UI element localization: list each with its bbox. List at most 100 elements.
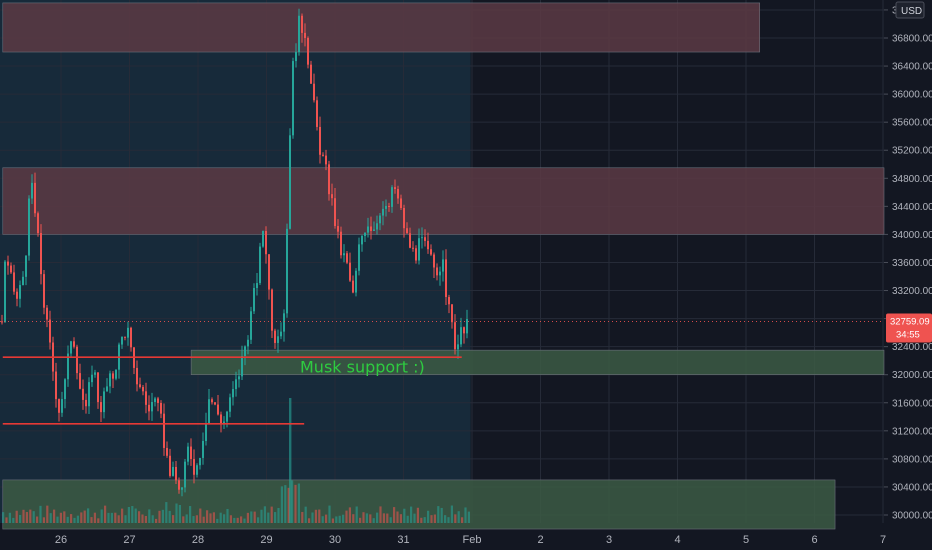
volume-bar xyxy=(182,516,185,523)
zones xyxy=(2,2,885,530)
candle-body xyxy=(280,331,282,337)
candle-body xyxy=(268,254,270,290)
volume-bar xyxy=(260,509,263,523)
candle-body xyxy=(28,198,30,256)
support-zone-musk xyxy=(190,349,885,376)
currency-label[interactable]: USD xyxy=(901,6,922,17)
price-badge-value: 32759.09 xyxy=(890,316,930,327)
volume-bar xyxy=(355,506,358,523)
volume-bar xyxy=(76,515,79,523)
price-badge-background xyxy=(886,313,932,343)
candle-body xyxy=(301,15,303,33)
candle-body xyxy=(1,321,3,323)
volume-bar xyxy=(12,517,15,523)
candle-body xyxy=(454,322,456,350)
candle-body xyxy=(373,229,375,231)
candle-body xyxy=(136,367,138,385)
volume-bar xyxy=(396,511,399,523)
candle-body xyxy=(175,466,177,481)
volume-bar xyxy=(427,510,430,523)
y-tick-label: 33200.00 xyxy=(892,286,932,297)
candle-body xyxy=(232,389,234,398)
candle-body xyxy=(433,254,435,268)
volume-bar xyxy=(144,515,147,523)
volume-bar xyxy=(219,512,222,523)
candle-body xyxy=(319,126,321,155)
volume-bar xyxy=(5,517,8,523)
candle-body xyxy=(271,289,273,331)
candle-body xyxy=(421,237,423,239)
volume-bar xyxy=(46,505,49,523)
candle-body xyxy=(172,466,174,476)
candle-body xyxy=(199,457,201,466)
volume-bar xyxy=(229,515,232,523)
candle-body xyxy=(43,274,45,308)
y-axis[interactable]: 30000.00 30400.00 30800.00 31200.00 31600.00… xyxy=(884,5,932,522)
x-axis[interactable]: 26 27 28 29 30 31 Feb 2 3 4 5 6 7 xyxy=(55,534,886,546)
volume-bar xyxy=(29,509,32,523)
volume-bar xyxy=(321,516,324,523)
candle-body xyxy=(316,100,318,127)
volume-bar xyxy=(192,516,195,523)
candle-body xyxy=(40,233,42,275)
x-tick-label: Feb xyxy=(463,534,482,546)
volume-bar xyxy=(49,513,52,523)
candle-body xyxy=(145,391,147,405)
candle-body xyxy=(166,447,168,456)
candle-body xyxy=(148,404,150,412)
candle-body xyxy=(112,373,114,379)
volume-bar xyxy=(406,515,409,523)
resistance-zone-mid xyxy=(2,167,885,235)
candle-body xyxy=(370,226,372,231)
currency-button-background[interactable] xyxy=(895,1,925,19)
candle-body xyxy=(205,423,207,442)
volume-bar xyxy=(121,508,124,523)
candle-body xyxy=(73,341,75,347)
candle-body xyxy=(394,187,396,189)
candle-body xyxy=(49,319,51,343)
volume-bar xyxy=(161,509,164,523)
volume-bar xyxy=(348,507,351,523)
volume-bar xyxy=(73,517,76,523)
volume-bar xyxy=(467,511,470,523)
candle-body xyxy=(415,248,417,261)
volume-bar xyxy=(22,509,25,523)
candle-body xyxy=(121,336,123,345)
volume-bar xyxy=(19,515,22,523)
price-badge-countdown: 34:55 xyxy=(896,329,920,340)
volume-bar xyxy=(151,515,154,523)
volume-bar xyxy=(369,514,372,523)
candle-body xyxy=(307,37,309,65)
history-shading xyxy=(0,0,471,523)
candle-body xyxy=(181,487,183,490)
volume-bar xyxy=(93,512,96,523)
candle-body xyxy=(61,399,63,413)
volume-bar xyxy=(280,486,283,523)
candle-body xyxy=(169,455,171,476)
volume-bar xyxy=(372,518,375,523)
volume-bar xyxy=(2,512,5,523)
candle-body xyxy=(364,232,366,236)
volume-bar xyxy=(138,511,141,523)
volume-bar xyxy=(246,512,249,523)
volume-bar xyxy=(450,505,453,523)
volume-bar xyxy=(223,514,226,523)
volume-bar xyxy=(189,506,192,523)
volume-bar xyxy=(70,514,73,523)
volume-bar xyxy=(284,485,287,523)
candle-body xyxy=(211,399,213,403)
candle-body xyxy=(79,373,81,389)
candle-body xyxy=(442,259,444,272)
volume-bar xyxy=(8,512,11,523)
candle-body xyxy=(37,213,39,234)
candle-body xyxy=(382,208,384,216)
currency-button[interactable]: USD xyxy=(895,1,925,19)
y-tick-label: 30800.00 xyxy=(892,454,932,465)
volume-bar xyxy=(195,515,198,523)
volume-bar xyxy=(444,515,447,523)
candle-body xyxy=(19,285,21,299)
volume-bar xyxy=(345,510,348,523)
volume-bar xyxy=(39,505,42,523)
volume-bars xyxy=(2,398,470,523)
